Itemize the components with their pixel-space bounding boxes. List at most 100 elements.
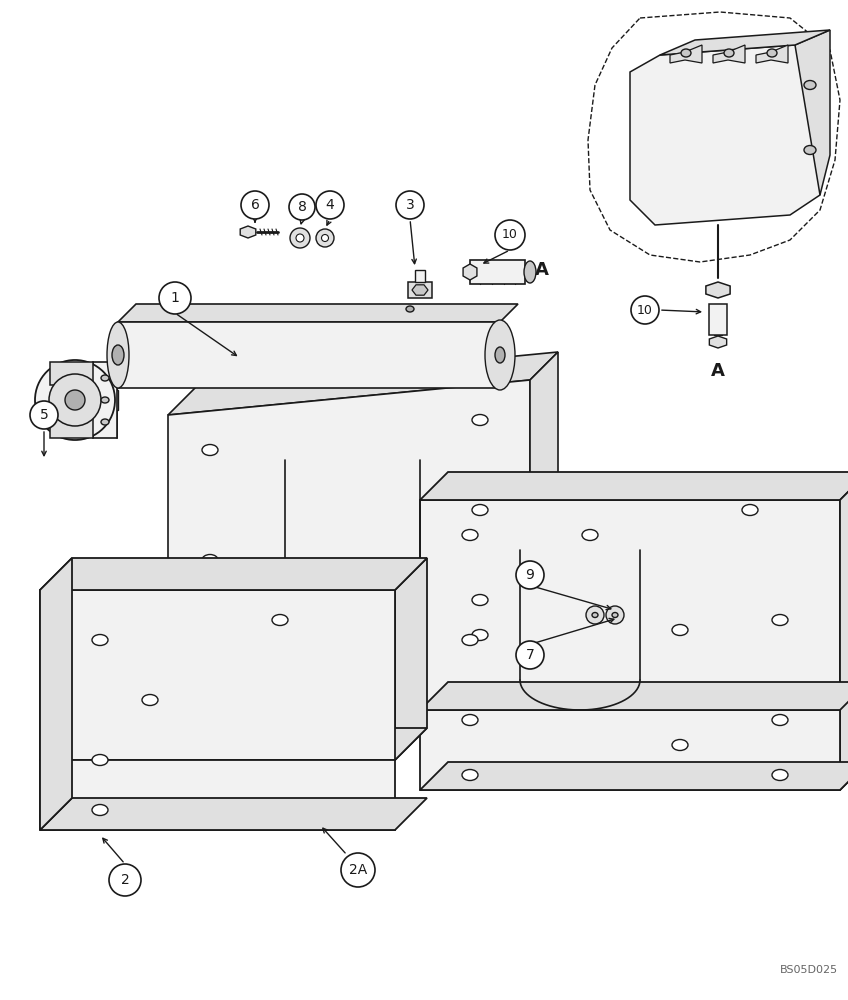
Polygon shape bbox=[168, 352, 558, 415]
Ellipse shape bbox=[112, 345, 124, 365]
Ellipse shape bbox=[462, 770, 478, 780]
Circle shape bbox=[49, 374, 101, 426]
Ellipse shape bbox=[772, 770, 788, 780]
Circle shape bbox=[396, 191, 424, 219]
Ellipse shape bbox=[472, 414, 488, 426]
Circle shape bbox=[341, 853, 375, 887]
Ellipse shape bbox=[462, 635, 478, 646]
Polygon shape bbox=[630, 45, 820, 225]
Polygon shape bbox=[420, 500, 840, 710]
Circle shape bbox=[606, 606, 624, 624]
Polygon shape bbox=[709, 336, 727, 348]
Ellipse shape bbox=[672, 740, 688, 750]
Polygon shape bbox=[40, 558, 427, 590]
Polygon shape bbox=[40, 728, 427, 760]
Circle shape bbox=[586, 606, 604, 624]
Polygon shape bbox=[420, 762, 848, 790]
Ellipse shape bbox=[472, 630, 488, 641]
Text: 3: 3 bbox=[405, 198, 415, 212]
Text: 4: 4 bbox=[326, 198, 334, 212]
Circle shape bbox=[289, 194, 315, 220]
Polygon shape bbox=[660, 30, 830, 55]
Polygon shape bbox=[50, 362, 93, 385]
Ellipse shape bbox=[202, 444, 218, 456]
Circle shape bbox=[30, 401, 58, 429]
Ellipse shape bbox=[524, 261, 536, 283]
Polygon shape bbox=[415, 270, 425, 282]
Circle shape bbox=[316, 229, 334, 247]
Ellipse shape bbox=[485, 320, 515, 390]
Text: 2A: 2A bbox=[349, 863, 367, 877]
Ellipse shape bbox=[672, 624, 688, 636]
Polygon shape bbox=[706, 282, 730, 298]
Polygon shape bbox=[463, 264, 477, 280]
Text: 8: 8 bbox=[298, 200, 306, 214]
Text: A: A bbox=[711, 362, 725, 380]
Text: 10: 10 bbox=[637, 304, 653, 316]
Polygon shape bbox=[420, 682, 848, 710]
Polygon shape bbox=[118, 322, 500, 388]
Polygon shape bbox=[709, 304, 727, 335]
Ellipse shape bbox=[101, 375, 109, 381]
Circle shape bbox=[516, 561, 544, 589]
Polygon shape bbox=[420, 472, 848, 500]
Text: 6: 6 bbox=[250, 198, 259, 212]
Ellipse shape bbox=[612, 612, 618, 617]
Text: 10: 10 bbox=[502, 229, 518, 241]
Polygon shape bbox=[40, 590, 395, 760]
Polygon shape bbox=[40, 798, 427, 830]
Ellipse shape bbox=[681, 49, 691, 57]
Ellipse shape bbox=[592, 612, 598, 617]
Text: 1: 1 bbox=[170, 291, 180, 305]
Polygon shape bbox=[756, 45, 788, 63]
Ellipse shape bbox=[462, 714, 478, 726]
Circle shape bbox=[290, 228, 310, 248]
Polygon shape bbox=[408, 282, 432, 298]
Text: 7: 7 bbox=[526, 648, 534, 662]
Polygon shape bbox=[713, 45, 745, 63]
Ellipse shape bbox=[92, 635, 108, 646]
Ellipse shape bbox=[772, 714, 788, 726]
Polygon shape bbox=[470, 260, 525, 284]
Polygon shape bbox=[840, 472, 848, 790]
Ellipse shape bbox=[272, 614, 288, 626]
Polygon shape bbox=[395, 558, 427, 760]
Ellipse shape bbox=[107, 322, 129, 388]
Ellipse shape bbox=[202, 554, 218, 566]
Text: 2: 2 bbox=[120, 873, 130, 887]
Ellipse shape bbox=[767, 49, 777, 57]
Ellipse shape bbox=[142, 694, 158, 706]
Text: A: A bbox=[535, 261, 549, 279]
Ellipse shape bbox=[101, 419, 109, 425]
Ellipse shape bbox=[582, 530, 598, 540]
Polygon shape bbox=[240, 226, 256, 238]
Text: 9: 9 bbox=[526, 568, 534, 582]
Text: BS05D025: BS05D025 bbox=[780, 965, 838, 975]
Circle shape bbox=[241, 191, 269, 219]
Circle shape bbox=[65, 390, 85, 410]
Circle shape bbox=[296, 234, 304, 242]
Polygon shape bbox=[50, 415, 93, 438]
Ellipse shape bbox=[406, 306, 414, 312]
Circle shape bbox=[516, 641, 544, 669]
Ellipse shape bbox=[101, 397, 109, 403]
Text: 5: 5 bbox=[40, 408, 48, 422]
Circle shape bbox=[35, 360, 115, 440]
Circle shape bbox=[631, 296, 659, 324]
Ellipse shape bbox=[742, 504, 758, 516]
Circle shape bbox=[316, 191, 344, 219]
Ellipse shape bbox=[804, 81, 816, 90]
Ellipse shape bbox=[724, 49, 734, 57]
Polygon shape bbox=[795, 30, 830, 195]
Ellipse shape bbox=[92, 804, 108, 816]
Ellipse shape bbox=[772, 614, 788, 626]
Polygon shape bbox=[93, 362, 117, 438]
Ellipse shape bbox=[472, 594, 488, 605]
Polygon shape bbox=[40, 558, 72, 830]
Circle shape bbox=[321, 234, 328, 241]
Ellipse shape bbox=[495, 347, 505, 363]
Circle shape bbox=[159, 282, 191, 314]
Ellipse shape bbox=[342, 635, 358, 646]
Polygon shape bbox=[118, 304, 518, 322]
Ellipse shape bbox=[804, 145, 816, 154]
